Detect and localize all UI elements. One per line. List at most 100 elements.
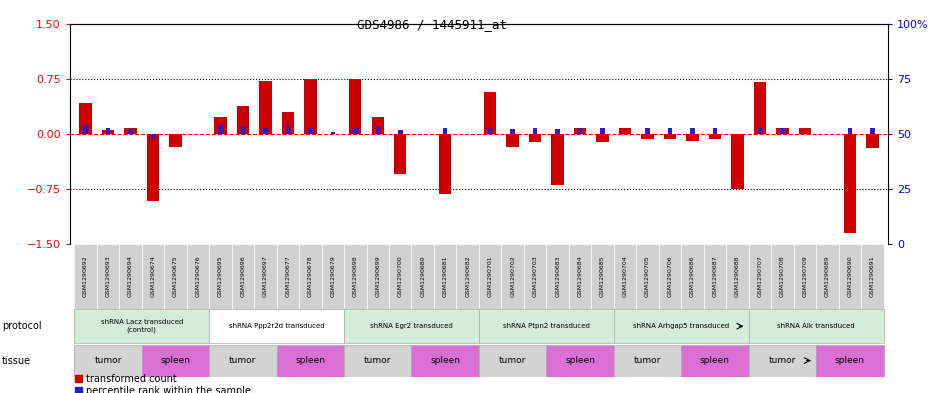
Bar: [237, 106, 249, 134]
Bar: [524, 244, 547, 309]
Bar: [712, 129, 717, 134]
Bar: [614, 345, 682, 376]
Bar: [749, 309, 884, 343]
Bar: [614, 244, 636, 309]
Text: GSM1290693: GSM1290693: [105, 255, 111, 297]
Bar: [488, 128, 493, 134]
Bar: [209, 345, 276, 376]
Bar: [232, 244, 254, 309]
Bar: [169, 134, 181, 147]
Bar: [349, 79, 362, 134]
Bar: [457, 244, 479, 309]
Bar: [219, 125, 222, 134]
Text: GSM1290681: GSM1290681: [443, 255, 447, 297]
Text: tumor: tumor: [229, 356, 257, 365]
Bar: [793, 244, 817, 309]
Bar: [389, 244, 411, 309]
Bar: [479, 244, 501, 309]
Text: GSM1290683: GSM1290683: [555, 255, 560, 297]
Bar: [777, 128, 789, 134]
Bar: [106, 128, 111, 134]
Bar: [97, 244, 119, 309]
Text: shRNA Ptpn2 transduced: shRNA Ptpn2 transduced: [503, 323, 590, 329]
Bar: [596, 134, 609, 142]
Bar: [74, 309, 209, 343]
Bar: [147, 134, 159, 201]
Bar: [209, 309, 344, 343]
Bar: [74, 345, 141, 376]
Bar: [376, 126, 380, 134]
Bar: [704, 244, 726, 309]
Text: GSM1290709: GSM1290709: [803, 255, 807, 297]
Text: GSM1290675: GSM1290675: [173, 255, 178, 297]
Text: GSM1290686: GSM1290686: [690, 255, 695, 297]
Bar: [479, 309, 614, 343]
Text: GSM1290678: GSM1290678: [308, 255, 312, 297]
Legend: transformed count, percentile rank within the sample: transformed count, percentile rank withi…: [74, 374, 251, 393]
Bar: [574, 128, 586, 134]
Bar: [511, 129, 515, 134]
Bar: [141, 345, 209, 376]
Bar: [484, 92, 497, 134]
Bar: [844, 134, 857, 233]
Bar: [569, 244, 591, 309]
Bar: [780, 129, 785, 134]
Bar: [304, 79, 316, 134]
Bar: [330, 132, 335, 134]
Text: spleen: spleen: [700, 356, 730, 365]
Bar: [119, 244, 141, 309]
Text: GSM1290705: GSM1290705: [645, 255, 650, 297]
Text: GSM1290704: GSM1290704: [622, 255, 628, 297]
Bar: [276, 244, 299, 309]
Bar: [344, 345, 411, 376]
Text: spleen: spleen: [296, 356, 326, 365]
Text: GSM1290677: GSM1290677: [286, 255, 290, 297]
Text: GSM1290694: GSM1290694: [128, 255, 133, 297]
Bar: [479, 345, 547, 376]
Text: tumor: tumor: [769, 356, 796, 365]
Bar: [533, 129, 538, 134]
Text: GSM1290706: GSM1290706: [668, 255, 672, 297]
Text: tissue: tissue: [2, 356, 31, 366]
Text: GSM1290691: GSM1290691: [870, 255, 875, 297]
Bar: [443, 129, 447, 134]
Bar: [101, 130, 114, 134]
Text: shRNA Arhgap5 transduced: shRNA Arhgap5 transduced: [633, 323, 729, 329]
Text: GSM1290702: GSM1290702: [511, 255, 515, 297]
Bar: [555, 129, 560, 134]
Bar: [398, 130, 403, 134]
Bar: [344, 309, 479, 343]
Text: tumor: tumor: [499, 356, 526, 365]
Text: shRNA Lacz transduced
(control): shRNA Lacz transduced (control): [100, 320, 183, 333]
Text: GSM1290707: GSM1290707: [758, 255, 763, 297]
Bar: [322, 244, 344, 309]
Bar: [847, 129, 852, 134]
Bar: [209, 244, 232, 309]
Bar: [817, 345, 883, 376]
Bar: [299, 244, 322, 309]
Bar: [551, 134, 564, 185]
Bar: [254, 244, 276, 309]
Bar: [754, 82, 766, 134]
Bar: [529, 134, 541, 142]
Bar: [79, 103, 92, 134]
Bar: [128, 129, 133, 134]
Bar: [668, 129, 672, 134]
Text: GSM1290692: GSM1290692: [83, 255, 88, 297]
Bar: [658, 244, 682, 309]
Bar: [276, 345, 344, 376]
Bar: [601, 129, 604, 134]
Text: GSM1290684: GSM1290684: [578, 255, 582, 297]
Bar: [547, 244, 569, 309]
Text: GSM1290703: GSM1290703: [533, 255, 538, 297]
Text: shRNA Alk transduced: shRNA Alk transduced: [777, 323, 855, 329]
Bar: [591, 244, 614, 309]
Bar: [690, 129, 695, 134]
Bar: [664, 134, 676, 140]
Bar: [839, 244, 861, 309]
Bar: [642, 134, 654, 140]
Bar: [709, 134, 721, 140]
Bar: [353, 129, 357, 134]
Text: GSM1290688: GSM1290688: [735, 255, 740, 297]
Text: spleen: spleen: [160, 356, 191, 365]
